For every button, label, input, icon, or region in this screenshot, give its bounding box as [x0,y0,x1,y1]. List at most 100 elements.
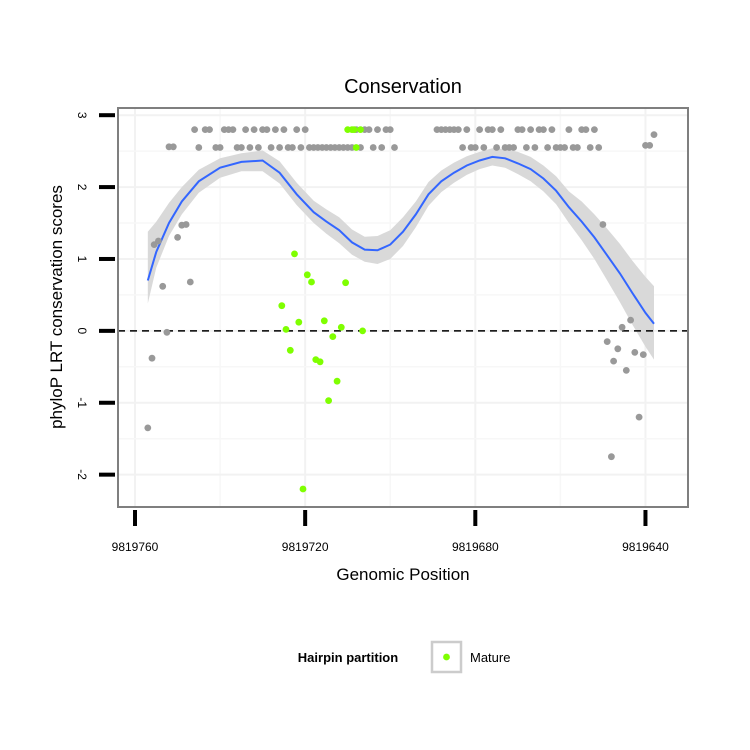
other-point [497,126,505,133]
other-point [159,282,167,290]
plot-panel [117,107,689,508]
mature-point [320,317,328,325]
data-points [144,126,658,493]
other-point [510,144,517,151]
other-point [476,126,483,133]
other-point [242,126,250,133]
other-point [518,126,526,133]
plot-border [117,107,689,508]
other-point [169,143,177,151]
other-point [148,354,156,362]
other-point [369,144,377,151]
other-point [289,144,296,151]
other-point [544,144,551,151]
other-point [250,126,258,133]
other-point [195,144,203,151]
mature-point [308,278,315,286]
x-tick-label: 9819680 [452,540,499,554]
other-point [627,316,634,324]
other-point [186,278,194,286]
other-point [263,126,271,133]
other-point [463,126,471,133]
other-point [293,126,301,133]
other-point [610,357,617,365]
other-point [603,338,611,345]
mature-point [359,327,366,335]
chart-title: Conservation [344,76,462,98]
other-point [182,221,190,228]
other-point [635,413,643,421]
mature-point [282,326,290,333]
other-point [622,367,630,374]
y-tick-label: 1 [75,256,89,263]
legend-title: Hairpin partition [298,650,398,665]
other-point [582,126,590,133]
other-point [238,144,245,151]
other-point [639,351,647,358]
other-point [618,323,626,331]
other-point [488,126,496,133]
other-point [391,144,398,151]
other-point [650,131,658,139]
other-point [280,126,288,133]
other-point [561,144,568,151]
other-point [255,144,262,151]
x-tick-label: 9819720 [282,540,329,554]
y-tick-label: 3 [75,112,89,119]
other-point [191,126,199,133]
other-point [548,126,556,133]
legend: Hairpin partition Mature [298,640,510,674]
other-point [144,424,152,432]
mature-point [303,271,311,279]
other-point [246,144,254,151]
mature-point [325,397,332,404]
other-point [386,126,394,133]
other-point [229,126,237,133]
other-point [599,221,607,228]
mature-point [316,358,324,366]
mature-point [357,126,364,133]
other-point [540,126,547,133]
other-point [454,126,462,133]
x-axis-label: Genomic Position [336,565,469,584]
mature-point [337,323,345,331]
mature-point [299,485,307,493]
other-point [523,144,530,151]
mature-point [291,250,298,258]
legend-key-box [430,640,463,674]
mature-point [278,302,286,310]
x-axis: 9819760 9819720 9819680 9819640 [112,510,669,554]
other-point [297,144,305,151]
other-point [378,144,386,151]
mature-point [329,333,337,340]
other-point [216,144,224,151]
other-point [174,234,182,241]
other-point [480,144,488,151]
other-point [595,144,603,151]
mature-point [352,144,360,151]
other-point [272,126,279,133]
x-tick-label: 9819640 [622,540,669,554]
other-point [591,126,598,133]
other-point [631,349,639,356]
y-tick-label: 0 [75,328,89,335]
other-point [206,126,213,133]
other-point [276,144,283,151]
other-point [374,126,381,133]
other-point [531,144,539,151]
mature-point [342,279,349,287]
x-tick-label: 9819760 [112,540,159,554]
other-point [163,328,171,336]
other-point [646,142,654,149]
other-point [574,144,581,151]
other-point [365,126,373,133]
y-axis-label: phyloP LRT conservation scores [47,185,66,429]
other-point [267,144,275,151]
y-tick-label: -2 [75,469,89,480]
mature-point [295,318,303,326]
y-axis: -2 -1 0 1 2 3 [75,112,115,480]
other-point [608,453,615,461]
other-point [586,144,594,151]
other-point [459,144,466,151]
